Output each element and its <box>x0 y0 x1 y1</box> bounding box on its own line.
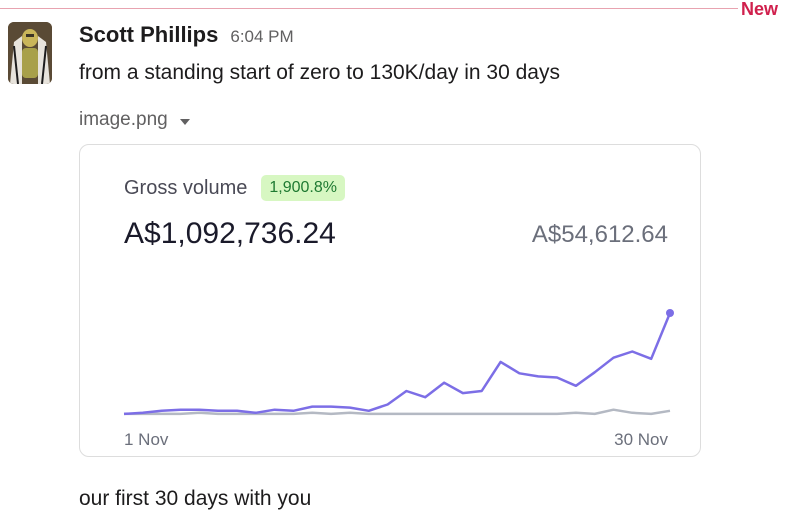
current-period-endpoint <box>666 309 674 317</box>
metric-label: Gross volume <box>124 176 248 199</box>
file-name: image.png <box>79 109 168 130</box>
change-badge: 1,900.8% <box>261 175 345 201</box>
message-header: Scott Phillips 6:04 PM <box>79 22 294 48</box>
line-chart <box>123 309 674 416</box>
x-axis-end-label: 30 Nov <box>614 430 668 449</box>
x-axis-start-label: 1 Nov <box>124 430 169 449</box>
previous-period-line <box>124 408 671 416</box>
current-period-line <box>123 312 672 416</box>
sender-name[interactable]: Scott Phillips <box>79 22 219 47</box>
message-timestamp[interactable]: 6:04 PM <box>230 27 294 46</box>
new-messages-divider <box>0 8 738 9</box>
new-messages-label: New <box>741 0 779 19</box>
file-attachment-toggle[interactable]: image.png <box>79 109 190 131</box>
gross-volume-amount: A$1,092,736.24 <box>124 217 336 250</box>
message-text: from a standing start of zero to 130K/da… <box>79 61 560 84</box>
metric-header: Gross volume 1,900.8% <box>124 175 345 201</box>
avatar-image-icon <box>8 22 52 84</box>
caret-down-icon[interactable] <box>179 118 190 125</box>
image-attachment-card[interactable]: Gross volume 1,900.8% A$1,092,736.24 A$5… <box>79 144 701 457</box>
comparison-amount: A$54,612.64 <box>531 221 668 248</box>
followup-message-text: our first 30 days with you <box>79 487 312 510</box>
avatar[interactable] <box>8 22 52 84</box>
